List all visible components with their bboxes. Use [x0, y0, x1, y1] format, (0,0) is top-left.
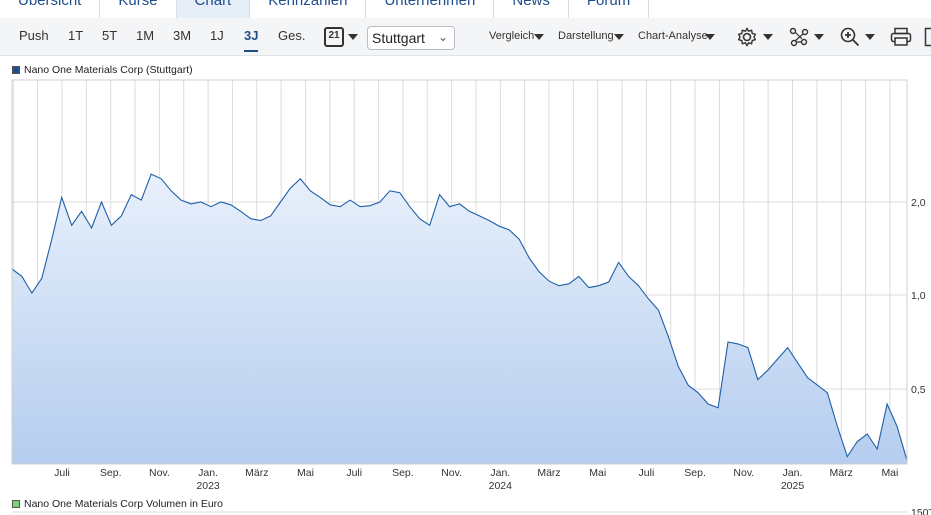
x-year-label: 2025	[781, 480, 805, 492]
calendar-icon[interactable]: 21	[324, 27, 344, 47]
range-3j-button[interactable]: 3J	[244, 28, 259, 52]
x-tick-label: Sep.	[100, 467, 122, 479]
tab-quotes[interactable]: Kurse	[100, 0, 177, 18]
x-tick-label: Sep.	[684, 467, 706, 479]
chart-legend: Nano One Materials Corp (Stuttgart)	[12, 64, 193, 76]
range-3m-button[interactable]: 3M	[173, 28, 192, 43]
x-tick-label: Jan.	[783, 467, 803, 479]
x-tick-label: März	[830, 467, 853, 479]
network-caret-icon[interactable]	[814, 34, 824, 40]
chart-analysis-menu[interactable]: Chart-Analyse	[638, 30, 708, 42]
tab-overview[interactable]: Übersicht	[0, 0, 101, 18]
chart-toolbar: Push 1T 5T 1M 3M 1J 3J Ges. 21 Stuttgart…	[0, 18, 931, 56]
fullscreen-icon[interactable]	[924, 27, 931, 47]
price-line	[11, 173, 908, 461]
calendar-caret-icon[interactable]	[348, 34, 358, 40]
display-menu[interactable]: Darstellung	[558, 30, 614, 42]
x-tick-label: Mai	[297, 467, 314, 479]
x-tick-label: Nov.	[441, 467, 462, 479]
volume-axis-label: 150T	[911, 507, 931, 515]
range-5t-button[interactable]: 5T	[102, 28, 118, 43]
settings-caret-icon[interactable]	[763, 34, 773, 40]
chevron-down-icon: ⌄	[437, 30, 448, 44]
volume-legend-label: Nano One Materials Corp Volumen in Euro	[24, 498, 224, 510]
y-tick-label: 0,5	[911, 384, 926, 396]
x-year-label: 2023	[196, 480, 220, 492]
main-nav-tabs: Übersicht Kurse Chart Kennzahlen Unterne…	[0, 0, 650, 18]
plot-border	[11, 79, 908, 465]
x-tick-label: Nov.	[733, 467, 754, 479]
compare-caret-icon[interactable]	[534, 34, 544, 40]
range-1t-button[interactable]: 1T	[68, 28, 84, 43]
volume-legend: Nano One Materials Corp Volumen in Euro	[12, 498, 223, 510]
x-tick-label: Juli	[346, 467, 362, 479]
print-icon[interactable]	[890, 27, 912, 47]
tab-company[interactable]: Unternehmen	[366, 0, 495, 18]
x-tick-label: März	[245, 467, 268, 479]
tab-chart[interactable]: Chart	[176, 0, 251, 18]
zoom-icon[interactable]	[840, 27, 860, 47]
x-tick-label: Mai	[589, 467, 606, 479]
y-tick-label: 1,0	[911, 290, 926, 302]
legend-series-name: Nano One Materials Corp (Stuttgart)	[24, 64, 193, 76]
exchange-select[interactable]: Stuttgart ⌄	[367, 26, 455, 50]
x-tick-label: Sep.	[392, 467, 414, 479]
tab-key-figures[interactable]: Kennzahlen	[250, 0, 367, 18]
range-ges-button[interactable]: Ges.	[278, 28, 306, 43]
network-icon[interactable]	[789, 27, 809, 47]
x-tick-label: Juli	[639, 467, 655, 479]
x-tick-label: Juli	[54, 467, 70, 479]
compare-menu[interactable]: Vergleich	[489, 30, 535, 42]
x-tick-label: Jan.	[198, 467, 218, 479]
range-push-button[interactable]: Push	[19, 28, 49, 43]
legend-swatch	[12, 66, 20, 74]
x-tick-label: Nov.	[149, 467, 170, 479]
y-tick-label: 2,0	[911, 197, 926, 209]
x-tick-label: Mai	[881, 467, 898, 479]
display-caret-icon[interactable]	[614, 34, 624, 40]
range-1j-button[interactable]: 1J	[210, 28, 224, 43]
chart-analysis-caret-icon[interactable]	[705, 34, 715, 40]
zoom-caret-icon[interactable]	[865, 34, 875, 40]
tab-forum[interactable]: Forum	[568, 0, 650, 18]
x-tick-label: Jan.	[490, 467, 510, 479]
volume-legend-swatch	[12, 500, 20, 508]
x-year-label: 2024	[489, 480, 513, 492]
price-area	[12, 174, 907, 464]
exchange-select-value: Stuttgart	[372, 30, 425, 46]
x-tick-label: März	[537, 467, 560, 479]
tab-news[interactable]: News	[494, 0, 569, 18]
settings-icon[interactable]	[737, 27, 757, 47]
range-1m-button[interactable]: 1M	[136, 28, 155, 43]
